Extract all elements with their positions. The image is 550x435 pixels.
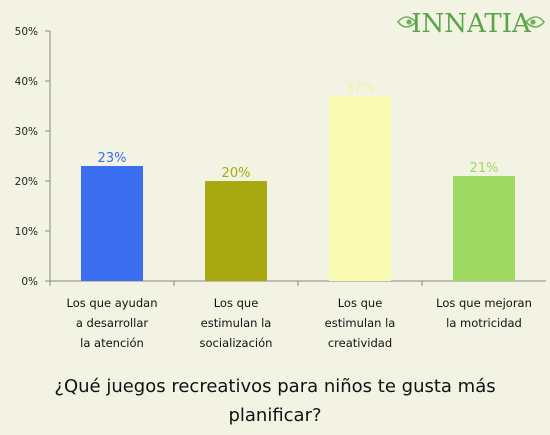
bar-chart: 0% 10% 20% 30% 40% 50% 23% 20% 37% 21% <box>15 26 546 288</box>
x-tick-label: Los que ayudan a desarrollar la atención <box>66 296 158 350</box>
y-tick-label: 10% <box>15 226 38 238</box>
y-tick-label: 0% <box>21 276 38 288</box>
bar-value-label: 20% <box>222 166 251 181</box>
bar <box>329 96 391 281</box>
bar-value-label: 23% <box>98 151 127 166</box>
y-tick-label: 40% <box>15 76 38 88</box>
bar-value-label: 21% <box>470 161 499 176</box>
x-tick-label: Los que mejoran la motricidad <box>436 296 532 330</box>
bar <box>205 181 267 281</box>
bar-value-label: 37% <box>346 81 375 96</box>
y-tick-label: 20% <box>15 176 38 188</box>
x-tick-label: Los que estimulan la socialización <box>199 296 273 350</box>
svg-text:INNATIA: INNATIA <box>411 9 532 39</box>
x-tick-label: Los que estimulan la creatividad <box>324 296 396 350</box>
bar <box>453 176 515 281</box>
bar <box>81 166 143 281</box>
y-tick-label: 50% <box>15 26 38 38</box>
innatia-logo: INNATIA <box>396 4 546 40</box>
y-tick-label: 30% <box>15 126 38 138</box>
chart-question: ¿Qué juegos recreativos para niños te gu… <box>54 376 496 426</box>
